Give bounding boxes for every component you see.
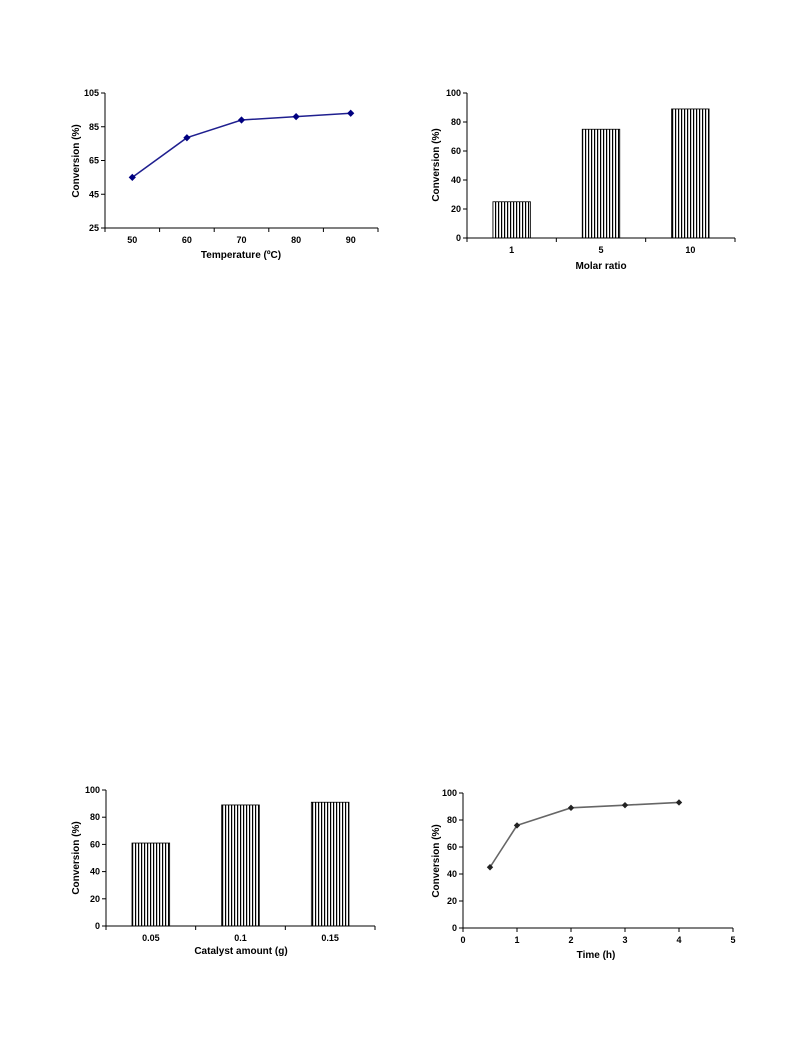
y-tick-label: 20	[90, 894, 100, 904]
y-tick-label: 60	[451, 146, 461, 156]
y-tick-label: 85	[89, 122, 99, 132]
x-axis-label: Time (h)	[577, 950, 616, 961]
y-tick-label: 65	[89, 156, 99, 166]
y-tick-label: 80	[447, 815, 457, 825]
y-axis-label: Conversion (%)	[431, 824, 442, 897]
x-tick-label: 4	[676, 935, 681, 945]
x-tick-label: 0.15	[321, 933, 339, 943]
data-point	[675, 799, 683, 806]
y-tick-label: 60	[90, 839, 100, 849]
x-tick-label: 1	[514, 935, 519, 945]
y-tick-label: 25	[89, 223, 99, 233]
x-axis-label: Catalyst amount (g)	[194, 946, 287, 957]
x-tick-label: 5	[598, 245, 603, 255]
y-tick-label: 40	[447, 869, 457, 879]
y-tick-label: 100	[442, 788, 457, 798]
data-point	[183, 134, 191, 142]
x-tick-label: 1	[509, 245, 514, 255]
y-tick-label: 20	[451, 204, 461, 214]
y-tick-label: 20	[447, 896, 457, 906]
x-tick-label: 5	[730, 935, 735, 945]
x-tick-label: 10	[685, 245, 695, 255]
data-point	[567, 804, 575, 812]
x-tick-label: 0	[460, 935, 465, 945]
x-tick-label: 0.05	[142, 933, 160, 943]
y-tick-label: 40	[90, 867, 100, 877]
x-tick-label: 0.1	[234, 933, 247, 943]
catalyst-amount-chart: 0.05 0.1 0.15 0 20 40 60 80 100 Catalyst amount…	[71, 785, 376, 957]
data-point	[486, 864, 494, 871]
bar	[310, 801, 350, 927]
x-tick-label: 50	[127, 235, 137, 245]
bar	[131, 842, 171, 927]
data-point	[621, 801, 629, 809]
data-point	[292, 113, 300, 121]
y-tick-label: 0	[452, 923, 457, 933]
y-tick-label: 80	[90, 812, 100, 822]
x-tick-label: 3	[622, 935, 627, 945]
x-axis-label: Temperature (ºC)	[201, 250, 281, 261]
y-axis-label: Conversion (%)	[431, 128, 442, 201]
y-tick-label: 80	[451, 117, 461, 127]
time-chart: 0 1 2 3 4 5 0 20 40 60 80 100 Time (h) Conversion …	[431, 788, 736, 961]
data-point	[237, 116, 246, 124]
bar	[671, 108, 710, 239]
bar	[492, 201, 531, 239]
x-tick-label: 2	[568, 935, 573, 945]
x-tick-label: 90	[346, 235, 356, 245]
y-axis-label: Conversion (%)	[71, 124, 82, 197]
x-tick-label: 60	[182, 235, 192, 245]
x-tick-label: 70	[236, 235, 246, 245]
data-point	[347, 109, 355, 117]
bar	[581, 128, 621, 239]
y-tick-label: 105	[84, 88, 99, 98]
molar-ratio-chart: 1 5 10 0 20 40 60 80 100 Molar ratio Conversion…	[431, 88, 736, 272]
bar	[221, 804, 260, 927]
y-tick-label: 0	[95, 921, 100, 931]
y-tick-label: 100	[85, 785, 100, 795]
series-line	[489, 801, 680, 868]
y-axis-label: Conversion (%)	[71, 821, 82, 894]
y-tick-label: 60	[447, 842, 457, 852]
data-point	[128, 173, 136, 181]
y-tick-label: 0	[456, 233, 461, 243]
x-tick-label: 80	[291, 235, 301, 245]
x-axis-label: Molar ratio	[575, 261, 626, 272]
data-point	[513, 822, 521, 829]
y-tick-label: 40	[451, 175, 461, 185]
y-tick-label: 45	[89, 189, 99, 199]
y-tick-label: 100	[446, 88, 461, 98]
